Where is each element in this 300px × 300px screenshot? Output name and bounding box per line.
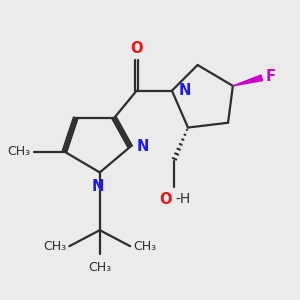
Text: O: O [130, 41, 143, 56]
Text: CH₃: CH₃ [88, 261, 111, 274]
Text: -H: -H [175, 192, 190, 206]
Text: N: N [178, 82, 191, 98]
Text: CH₃: CH₃ [43, 240, 66, 253]
Text: CH₃: CH₃ [134, 240, 157, 253]
Text: N: N [92, 179, 104, 194]
Text: F: F [266, 69, 276, 84]
Polygon shape [233, 75, 262, 86]
Text: N: N [136, 139, 149, 154]
Text: CH₃: CH₃ [7, 145, 30, 158]
Text: O: O [159, 192, 172, 207]
